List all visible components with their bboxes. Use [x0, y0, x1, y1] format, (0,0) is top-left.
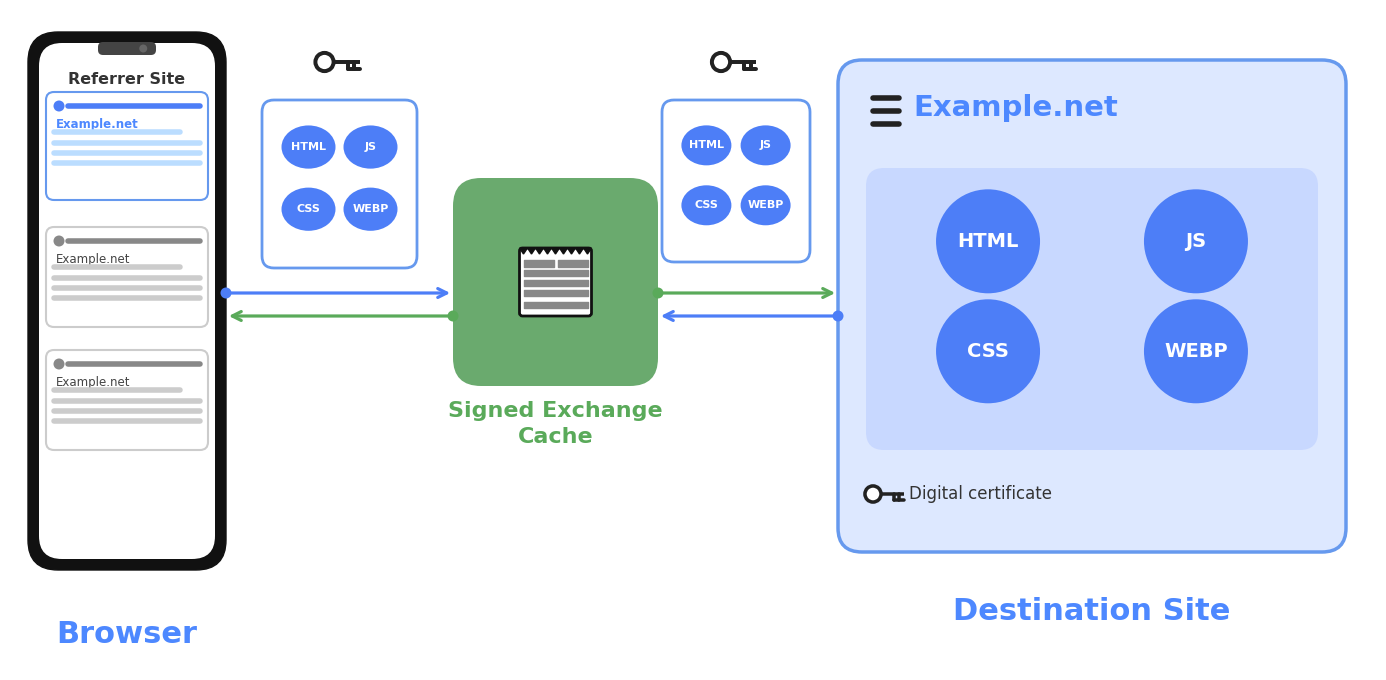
FancyBboxPatch shape — [46, 227, 208, 327]
Circle shape — [936, 299, 1040, 403]
Circle shape — [316, 53, 334, 71]
Ellipse shape — [281, 125, 335, 169]
Text: Example.net: Example.net — [913, 94, 1117, 122]
Text: WEBP: WEBP — [1164, 342, 1228, 361]
Circle shape — [220, 288, 231, 299]
Text: WEBP: WEBP — [352, 204, 388, 214]
Ellipse shape — [344, 188, 398, 231]
Circle shape — [54, 358, 65, 369]
FancyBboxPatch shape — [839, 60, 1346, 552]
Polygon shape — [528, 248, 535, 254]
FancyBboxPatch shape — [39, 43, 215, 559]
Circle shape — [865, 486, 881, 502]
FancyBboxPatch shape — [28, 32, 226, 570]
Text: JS: JS — [1185, 232, 1207, 251]
Circle shape — [653, 288, 664, 299]
Circle shape — [54, 235, 65, 247]
Text: Destination Site: Destination Site — [954, 597, 1231, 626]
Text: JS: JS — [365, 142, 377, 152]
FancyBboxPatch shape — [98, 42, 157, 55]
Circle shape — [54, 101, 65, 112]
FancyBboxPatch shape — [453, 178, 658, 386]
Ellipse shape — [682, 185, 732, 225]
Text: CSS: CSS — [694, 201, 718, 210]
Circle shape — [448, 311, 459, 322]
Text: Signed Exchange
Cache: Signed Exchange Cache — [448, 401, 663, 447]
Text: WEBP: WEBP — [747, 201, 784, 210]
Text: Example.net: Example.net — [55, 376, 130, 389]
FancyBboxPatch shape — [262, 100, 417, 268]
Polygon shape — [552, 248, 560, 254]
Text: HTML: HTML — [689, 140, 723, 150]
Ellipse shape — [740, 125, 790, 165]
Text: CSS: CSS — [967, 342, 1009, 361]
Text: Browser: Browser — [57, 620, 197, 649]
FancyBboxPatch shape — [46, 350, 208, 450]
Polygon shape — [520, 248, 528, 254]
Text: Digital certificate: Digital certificate — [909, 485, 1052, 503]
Text: Example.net: Example.net — [55, 253, 130, 266]
Polygon shape — [535, 248, 543, 254]
Circle shape — [712, 53, 730, 71]
Ellipse shape — [740, 185, 790, 225]
Polygon shape — [543, 248, 552, 254]
Circle shape — [833, 311, 844, 322]
Ellipse shape — [344, 125, 398, 169]
Circle shape — [139, 44, 147, 52]
Text: CSS: CSS — [297, 204, 320, 214]
Circle shape — [936, 189, 1040, 293]
FancyBboxPatch shape — [520, 248, 592, 316]
Polygon shape — [584, 248, 592, 254]
Text: HTML: HTML — [291, 142, 326, 152]
Text: Referrer Site: Referrer Site — [68, 72, 186, 87]
FancyBboxPatch shape — [46, 92, 208, 200]
Polygon shape — [567, 248, 575, 254]
FancyBboxPatch shape — [663, 100, 809, 262]
Circle shape — [1143, 299, 1247, 403]
Polygon shape — [575, 248, 584, 254]
Text: JS: JS — [760, 140, 772, 150]
Circle shape — [1143, 189, 1247, 293]
Ellipse shape — [281, 188, 335, 231]
Ellipse shape — [682, 125, 732, 165]
Text: HTML: HTML — [958, 232, 1019, 251]
Polygon shape — [560, 248, 567, 254]
Text: Example.net: Example.net — [55, 118, 139, 131]
FancyBboxPatch shape — [866, 168, 1318, 450]
